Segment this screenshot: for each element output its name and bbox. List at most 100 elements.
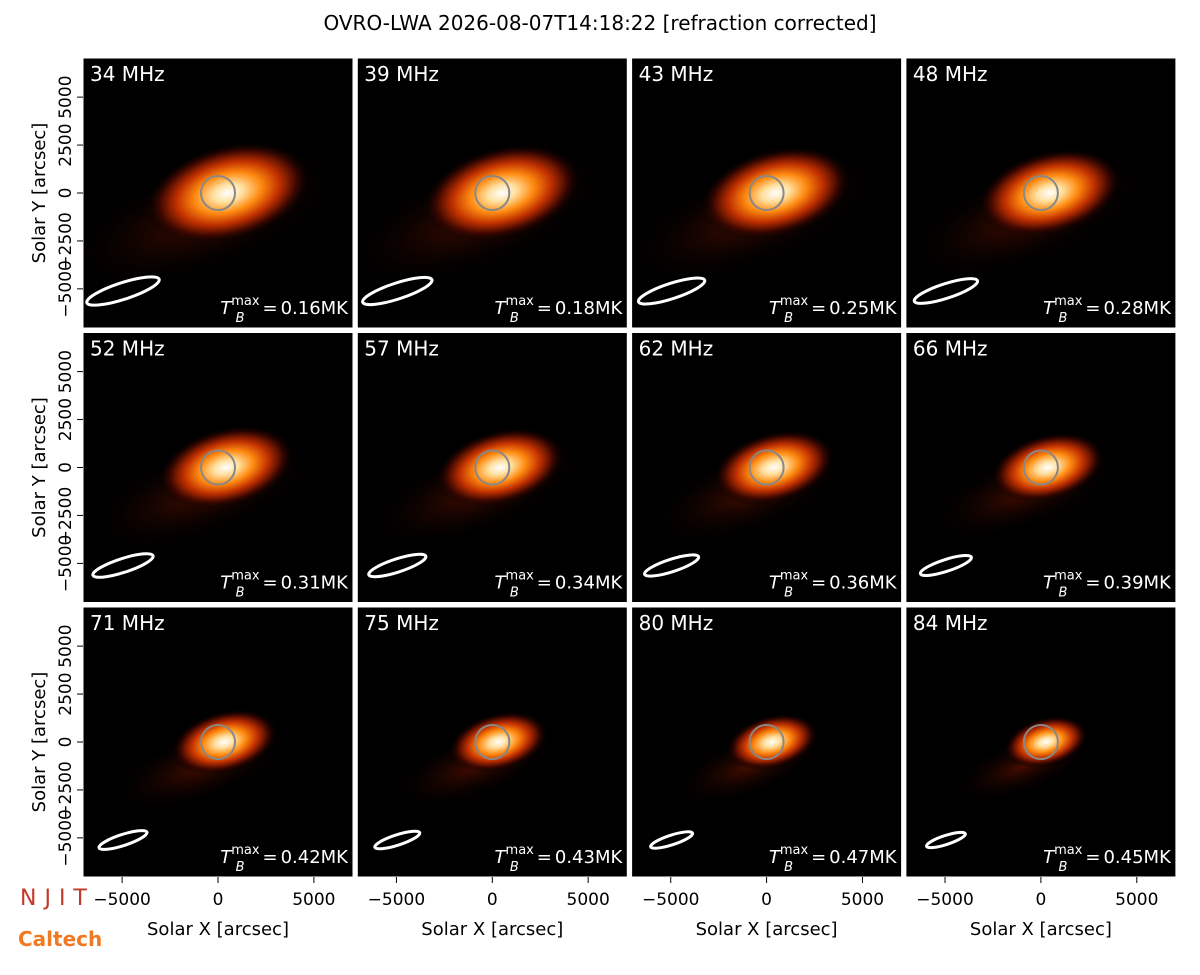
beam	[636, 276, 707, 306]
annotation-value: 0.47MK	[829, 847, 898, 868]
panel	[905, 607, 1176, 877]
annotation: Tmax B = 0.39MK	[1043, 569, 1172, 601]
panel-title: 62 MHz	[639, 337, 714, 361]
x-axis-label: Solar X [arcsec]	[421, 919, 563, 940]
solar-disk	[1022, 175, 1059, 211]
panel-title: 66 MHz	[913, 337, 988, 361]
symbol-sup: max	[231, 569, 260, 584]
symbol-sup: max	[506, 843, 535, 858]
y-tick-label: 0	[56, 462, 76, 473]
symbol-base: T	[220, 847, 233, 868]
beam	[924, 830, 967, 850]
symbol-sup: max	[231, 843, 260, 858]
y-tick-label: −5000	[56, 809, 76, 867]
symbol-base: T	[1043, 298, 1056, 319]
beam	[97, 829, 149, 851]
annotation: Tmax B = 0.43MK	[495, 843, 624, 875]
x-tick-label: −5000	[916, 890, 974, 910]
panel	[357, 607, 628, 877]
solar-disk	[1022, 449, 1059, 486]
x-tick-label: 0	[213, 890, 224, 910]
x-axis-label: Solar X [arcsec]	[970, 919, 1112, 940]
panel-title: 52 MHz	[90, 337, 165, 361]
symbol-op: =	[1085, 847, 1100, 868]
solar-disk	[748, 175, 785, 211]
solar-disk	[200, 175, 236, 211]
logo-njit: NJIT	[20, 886, 95, 911]
beam	[367, 552, 428, 579]
symbol-sup: max	[780, 294, 809, 309]
beam	[373, 829, 422, 851]
annotation: Tmax B = 0.18MK	[495, 294, 624, 326]
beam	[643, 553, 701, 578]
annotation: Tmax B = 0.31MK	[220, 569, 349, 601]
emission	[700, 146, 852, 240]
x-tick-label: −5000	[93, 890, 151, 910]
y-tick-label: 5000	[56, 75, 76, 118]
panel	[83, 58, 353, 328]
beam	[361, 275, 434, 307]
symbol-sub: B	[510, 586, 519, 601]
panel	[905, 332, 1176, 603]
logo-caltech: Caltech	[18, 927, 102, 951]
annotation: Tmax B = 0.16MK	[220, 294, 349, 326]
symbol-sup: max	[506, 569, 535, 584]
x-tick-label: 0	[1035, 890, 1046, 910]
symbol-sup: max	[1054, 843, 1083, 858]
symbol-sub: B	[510, 860, 519, 875]
x-tick-label: 5000	[567, 890, 610, 910]
x-tick-label: 0	[761, 890, 772, 910]
panel-frame	[905, 332, 1177, 603]
solar-disk	[474, 175, 511, 211]
annotation: Tmax B = 0.45MK	[1043, 843, 1172, 875]
symbol-base: T	[220, 573, 233, 594]
emission	[435, 427, 565, 508]
annotation: Tmax B = 0.28MK	[1043, 294, 1172, 326]
annotation-value: 0.16MK	[281, 298, 350, 319]
symbol-op: =	[262, 298, 277, 319]
panel	[631, 58, 902, 328]
symbol-sub: B	[784, 860, 793, 875]
figure-title: OVRO-LWA 2026-08-07T14:18:22 [refraction…	[323, 11, 876, 35]
y-tick-label: 5000	[56, 624, 76, 667]
annotation-value: 0.31MK	[281, 573, 350, 594]
symbol-base: T	[495, 298, 508, 319]
symbol-sup: max	[231, 294, 260, 309]
panel-frame	[631, 332, 903, 603]
y-tick-label: −5000	[56, 535, 76, 593]
panel	[905, 58, 1176, 328]
symbol-sup: max	[1054, 569, 1083, 584]
symbol-op: =	[811, 573, 826, 594]
solar-disk	[200, 724, 236, 760]
annotation-value: 0.39MK	[1103, 573, 1172, 594]
symbol-sub: B	[236, 860, 245, 875]
y-tick-label: 0	[56, 188, 76, 199]
solar-disk	[474, 724, 511, 760]
symbol-sub: B	[236, 311, 245, 326]
symbol-sup: max	[506, 294, 535, 309]
annotation: Tmax B = 0.47MK	[769, 843, 898, 875]
y-tick-label: 0	[56, 737, 76, 748]
panel-title: 34 MHz	[90, 62, 165, 86]
annotation-value: 0.45MK	[1103, 847, 1172, 868]
emission	[171, 709, 278, 775]
symbol-op: =	[262, 573, 277, 594]
panel	[83, 332, 353, 603]
emission	[977, 148, 1122, 238]
symbol-base: T	[495, 573, 508, 594]
panel-title: 39 MHz	[364, 62, 439, 86]
x-tick-label: 5000	[292, 890, 335, 910]
emission	[713, 430, 835, 505]
symbol-sup: max	[780, 569, 809, 584]
symbol-base: T	[769, 847, 782, 868]
beam	[649, 830, 695, 850]
panel-title: 57 MHz	[364, 337, 439, 361]
annotation-value: 0.34MK	[555, 573, 624, 594]
symbol-op: =	[1085, 573, 1100, 594]
emission	[422, 143, 582, 243]
symbol-base: T	[769, 573, 782, 594]
symbol-base: T	[220, 298, 233, 319]
annotation: Tmax B = 0.34MK	[495, 569, 624, 601]
y-tick-label: −2500	[56, 761, 76, 819]
emission	[1004, 716, 1088, 768]
